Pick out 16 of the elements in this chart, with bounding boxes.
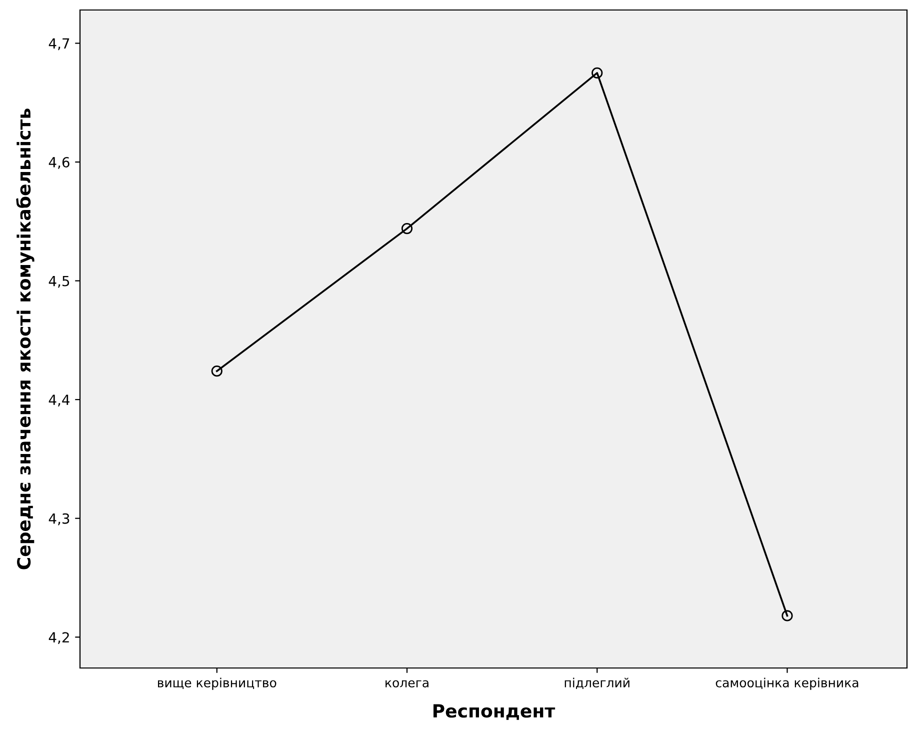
point <box>401 222 413 234</box>
point <box>211 366 222 377</box>
x-tick-label: вище керівництво <box>158 678 276 690</box>
point <box>592 67 603 79</box>
y-axis-title: Середнє значення якості комунікабельність <box>16 108 34 570</box>
y-tick-label: 4,6 <box>48 156 70 169</box>
y-tick-label: 4,7 <box>48 38 70 50</box>
x-tick-label: самооцінка керівника <box>716 678 858 690</box>
x-tick-label: підлеглий <box>564 678 630 689</box>
y-tick-label: 4,3 <box>48 513 70 526</box>
x-tick-label: колега <box>386 680 428 688</box>
point <box>782 610 793 622</box>
x-axis-title: Респондент <box>434 704 556 720</box>
y-tick-label: 4,4 <box>48 394 70 406</box>
y-tick-label: 4,2 <box>48 632 69 644</box>
y-tick-label: 4,5 <box>48 276 70 288</box>
